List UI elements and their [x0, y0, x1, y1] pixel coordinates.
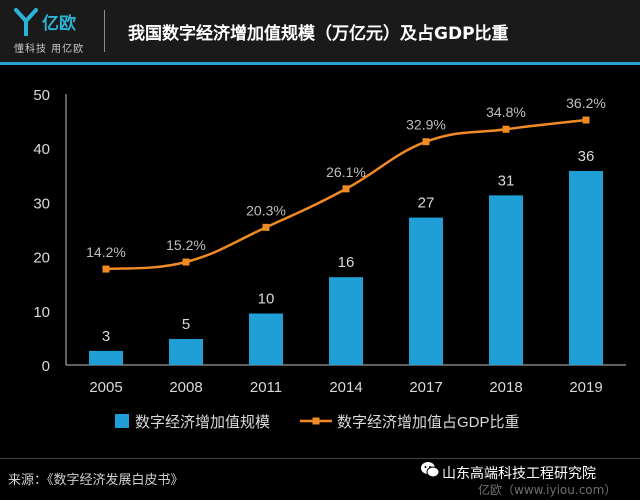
- logo-name: 亿欧: [42, 14, 76, 34]
- bar-data-label: 27: [418, 195, 435, 212]
- x-tick-label: 2005: [89, 379, 122, 396]
- bar-data-label: 36: [578, 148, 595, 165]
- bar: [249, 313, 283, 365]
- line-marker: [422, 138, 430, 146]
- y-tick-label: 30: [33, 195, 50, 212]
- legend-swatch-marker: [312, 417, 320, 425]
- x-tick-label: 2011: [250, 379, 282, 396]
- line-data-label: 14.2%: [86, 244, 126, 260]
- source-note: 来源：《数字经济发展白皮书》: [8, 473, 184, 488]
- legend-swatch-bar: [115, 414, 129, 428]
- institute-name: 山东高端科技工程研究院: [442, 466, 596, 482]
- y-tick-label: 0: [42, 358, 50, 375]
- bar: [169, 338, 203, 365]
- logo-tagline: 懂科技 用亿欧: [14, 44, 85, 55]
- line-marker: [182, 258, 190, 266]
- y-tick-label: 20: [33, 250, 50, 267]
- bar-data-label: 5: [182, 316, 190, 333]
- page-title: 我国数字经济增加值规模（万亿元）及占GDP比重: [128, 24, 509, 44]
- line-marker: [342, 185, 350, 193]
- y-tick-label: 10: [33, 304, 50, 321]
- bar-data-label: 31: [498, 172, 515, 189]
- legend-label-line: 数字经济增加值占GDP比重: [337, 414, 520, 431]
- logo: 亿欧 懂科技 用亿欧: [14, 8, 94, 55]
- y-tick-label: 40: [33, 141, 50, 158]
- x-tick-label: 2018: [489, 379, 522, 396]
- bar: [409, 217, 443, 365]
- bar: [89, 350, 123, 365]
- header-accent-rule: [0, 62, 640, 65]
- wechat-icon: [421, 462, 440, 478]
- line-data-label: 32.9%: [406, 117, 446, 133]
- bar-data-label: 10: [258, 291, 275, 308]
- line-marker: [502, 125, 510, 133]
- x-tick-label: 2014: [329, 379, 362, 396]
- header-divider: [104, 10, 105, 52]
- footer-divider: [0, 458, 640, 459]
- bar: [329, 277, 363, 365]
- y-tick-label: 50: [33, 87, 50, 104]
- legend-label-bar: 数字经济增加值规模: [135, 414, 270, 431]
- line-data-label: 26.1%: [326, 164, 366, 180]
- header-bar: 亿欧 懂科技 用亿欧 我国数字经济增加值规模（万亿元）及占GDP比重: [0, 0, 640, 62]
- line-data-label: 20.3%: [246, 202, 286, 218]
- line-marker: [262, 223, 270, 231]
- bar-data-label: 3: [102, 328, 110, 345]
- chart: 0 10 20 30 40 50 2005 2008 2011 2014 2017 2018 2019 3…: [33, 87, 626, 431]
- bar-data-label: 16: [338, 254, 355, 271]
- line-data-label: 34.8%: [486, 104, 526, 120]
- x-tick-label: 2019: [569, 379, 602, 396]
- bar: [569, 170, 603, 365]
- line-data-label: 15.2%: [166, 237, 206, 253]
- line-marker: [102, 265, 110, 273]
- logo-y-icon: [14, 8, 38, 36]
- x-tick-label: 2017: [409, 379, 442, 396]
- watermark: 亿欧（www.iyiou.com）: [478, 483, 617, 497]
- line-marker: [582, 116, 590, 124]
- x-tick-label: 2008: [169, 379, 202, 396]
- line-data-label: 36.2%: [566, 95, 606, 111]
- bar: [489, 195, 523, 365]
